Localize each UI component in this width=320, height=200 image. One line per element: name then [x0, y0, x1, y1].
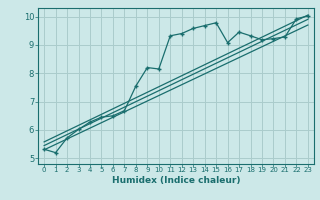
X-axis label: Humidex (Indice chaleur): Humidex (Indice chaleur): [112, 176, 240, 185]
